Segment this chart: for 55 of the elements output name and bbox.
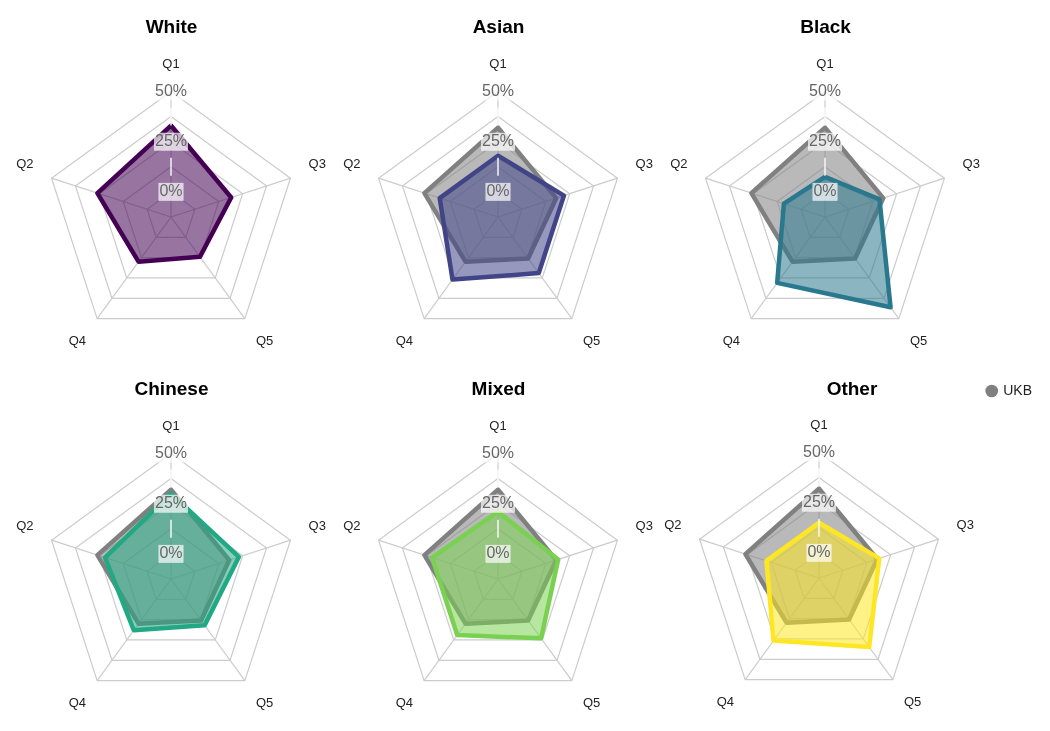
y-tick-label: 25% xyxy=(808,132,842,150)
chart-title: Black xyxy=(800,15,852,37)
y-tick-label: 50% xyxy=(808,81,842,99)
y-tick-label: 50% xyxy=(481,443,515,461)
spoke-label: Q2 xyxy=(16,156,34,172)
y-tick-label: 50% xyxy=(154,81,188,99)
spoke-label: Q4 xyxy=(68,333,87,349)
spoke-label: Q3 xyxy=(308,518,326,534)
y-tick-label: 25% xyxy=(481,132,515,150)
y-tick-label: 0% xyxy=(807,543,831,561)
y-tick-label: 50% xyxy=(154,443,188,461)
y-tick-label: 50% xyxy=(481,81,515,99)
y-tick-label: 50% xyxy=(802,442,836,460)
spoke-label: Q1 xyxy=(810,417,828,433)
legend-label: UKB xyxy=(1003,381,1033,398)
chart-title: White xyxy=(145,15,198,37)
spoke-label: Q1 xyxy=(489,56,507,72)
spoke-label: Q1 xyxy=(162,418,180,434)
spoke-label: Q2 xyxy=(16,518,34,534)
spoke-label: Q4 xyxy=(395,333,414,349)
spoke-label: Q3 xyxy=(962,156,980,172)
spoke-label: Q5 xyxy=(903,694,922,710)
spoke-label: Q2 xyxy=(664,517,682,533)
y-tick-label: 25% xyxy=(154,494,188,512)
spoke-label: Q1 xyxy=(162,56,180,72)
spoke-label: Q4 xyxy=(716,694,735,710)
spoke-label: Q3 xyxy=(308,156,326,172)
spoke-label: Q2 xyxy=(343,156,361,172)
spoke-label: Q1 xyxy=(816,56,834,72)
chart-title: Chinese xyxy=(134,377,209,399)
spoke-label: Q5 xyxy=(582,695,601,711)
spoke-label: Q4 xyxy=(395,695,414,711)
y-tick-label: 25% xyxy=(802,493,836,511)
spoke-label: Q5 xyxy=(909,333,928,349)
spoke-label: Q5 xyxy=(255,333,274,349)
y-tick-label: 0% xyxy=(813,182,837,200)
spoke-label: Q2 xyxy=(670,156,688,172)
y-tick-label: 25% xyxy=(154,132,188,150)
spoke-label: Q5 xyxy=(255,695,274,711)
chart-title: Asian xyxy=(472,15,525,37)
y-tick-label: 25% xyxy=(481,494,515,512)
spoke-label: Q4 xyxy=(68,695,87,711)
chart-title: Mixed xyxy=(471,377,526,399)
spoke-label: Q3 xyxy=(635,518,653,534)
spoke-label: Q4 xyxy=(722,333,741,349)
spoke-label: Q5 xyxy=(582,333,601,349)
spoke-label: Q2 xyxy=(343,518,361,534)
chart-title: Other xyxy=(826,377,878,399)
spoke-label: Q3 xyxy=(956,517,974,533)
y-tick-label: 0% xyxy=(486,544,510,562)
spoke-label: Q1 xyxy=(489,418,507,434)
y-tick-label: 0% xyxy=(159,544,183,562)
spoke-label: Q3 xyxy=(635,156,653,172)
y-tick-label: 0% xyxy=(159,182,183,200)
y-tick-label: 0% xyxy=(486,182,510,200)
